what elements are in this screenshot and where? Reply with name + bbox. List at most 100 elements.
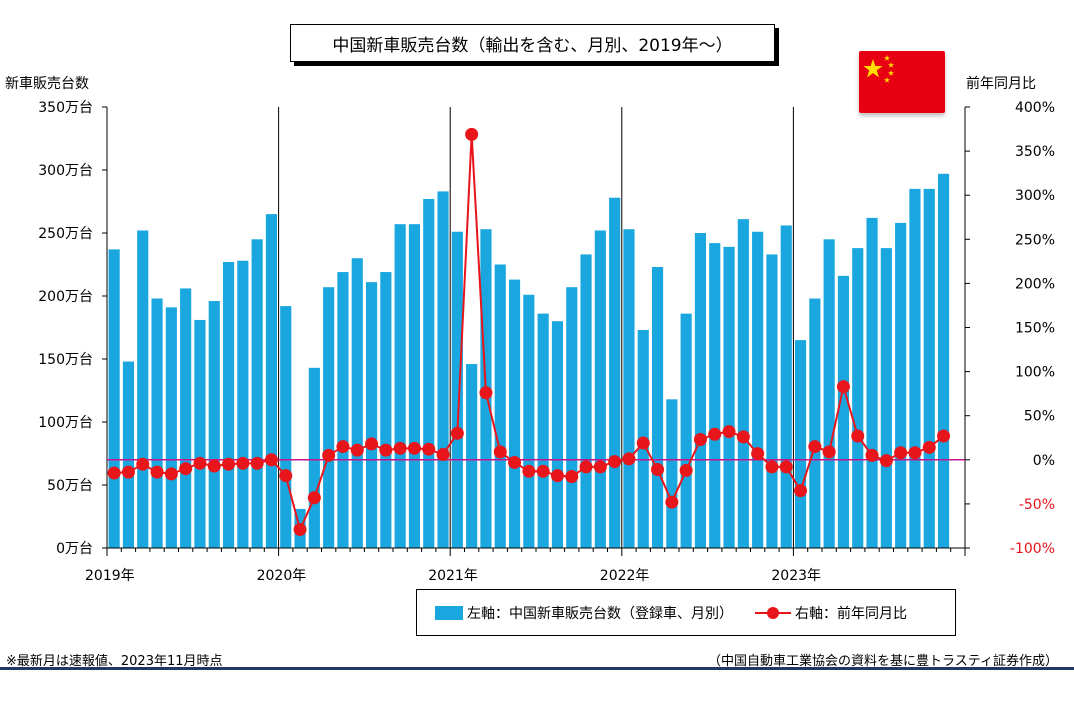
chart-title-text: 中国新車販売台数（輸出を含む、月別、2019年〜） (332, 35, 733, 56)
year-dividers (278, 107, 794, 548)
yoy-point (508, 455, 522, 469)
right-tick-label: 400% (1015, 100, 1055, 116)
yoy-point (479, 386, 493, 400)
bar (766, 254, 778, 549)
bar (265, 214, 278, 548)
yoy-point (865, 448, 879, 462)
bar (323, 287, 335, 548)
right-tick-label: 200% (1015, 276, 1055, 292)
left-axis-title: 新車販売台数 (5, 76, 89, 92)
bar (937, 173, 950, 548)
yoy-point (751, 447, 765, 461)
right-tick-label: 0% (1033, 453, 1055, 469)
yoy-point (407, 441, 421, 455)
bar (237, 260, 249, 548)
yoy-point (322, 448, 336, 462)
yoy-point (908, 446, 922, 460)
bar (551, 321, 564, 548)
yoy-point (536, 464, 550, 478)
bar (823, 239, 835, 549)
bar (151, 298, 163, 548)
bar (365, 282, 378, 548)
bar (694, 233, 707, 548)
yoy-point (393, 441, 407, 455)
yoy-point (107, 466, 121, 480)
yoy-point (922, 440, 936, 454)
yoy-point (450, 426, 464, 440)
yoy-point (894, 446, 908, 460)
yoy-point (808, 440, 822, 454)
bar (451, 231, 463, 549)
yoy-point (307, 491, 321, 505)
bar (780, 225, 792, 548)
bar (594, 230, 606, 549)
yoy-point (522, 464, 536, 478)
bar (180, 288, 192, 548)
bar (709, 243, 721, 548)
sales-chart: 0万台 50万台 100万台 150万台 200万台 250万台 300万台 350万台 -10… (38, 100, 1055, 584)
yoy-point (550, 469, 564, 483)
yoy-point (179, 462, 193, 476)
bar (194, 319, 206, 548)
yoy-point (608, 455, 622, 469)
yoy-point (579, 460, 593, 474)
bar (580, 254, 592, 549)
yoy-point (937, 429, 951, 443)
bar (680, 313, 692, 548)
tick-labels-layer: 0万台 50万台 100万台 150万台 200万台 250万台 300万台 350万台 -10… (38, 100, 1055, 584)
bar (566, 287, 578, 548)
yoy-point (679, 463, 693, 477)
yoy-point (436, 448, 450, 462)
yoy-point (465, 127, 479, 141)
right-tick-label: 350% (1015, 144, 1055, 160)
bar (866, 217, 878, 548)
bar (408, 224, 421, 548)
bar (923, 188, 935, 548)
bar (609, 197, 621, 548)
yoy-point (150, 465, 164, 479)
yoy-point (236, 456, 250, 470)
bar (523, 294, 535, 548)
bar (337, 272, 349, 548)
left-tick-label: 350万台 (38, 100, 93, 116)
line-marker-swatch (755, 606, 791, 619)
bar (508, 279, 521, 548)
right-tick-label: -100% (1010, 541, 1055, 557)
yoy-point (193, 456, 207, 470)
china-flag-icon (859, 51, 945, 113)
bar (837, 275, 850, 548)
yoy-point (422, 442, 436, 456)
bottom-rule (0, 667, 1074, 670)
yoy-point (493, 445, 507, 459)
bar (651, 267, 664, 548)
bar (895, 222, 907, 549)
small-star (888, 70, 894, 76)
bar (351, 258, 363, 548)
right-tick-label: 250% (1015, 232, 1055, 248)
bar (394, 224, 406, 548)
yoy-point (350, 443, 364, 457)
yoy-point (636, 436, 650, 450)
right-tick-label: 50% (1024, 409, 1055, 425)
right-axis-title: 前年同月比 (966, 76, 1036, 92)
x-tick-label: 2019年 (85, 568, 135, 584)
bar (909, 188, 921, 548)
yoy-point (136, 457, 150, 471)
x-tick-label: 2021年 (428, 568, 478, 584)
bar (280, 306, 292, 548)
left-tick-label: 0万台 (56, 541, 93, 557)
legend-item-bars: 左軸：中国新車販売台数（登録車、月別） (435, 603, 733, 623)
left-tick-label: 50万台 (47, 478, 93, 494)
legend-item-line: 右軸：前年同月比 (755, 603, 907, 623)
yoy-point (279, 469, 293, 483)
bar (752, 231, 764, 549)
right-tick-label: 100% (1015, 365, 1055, 381)
bar (165, 307, 177, 548)
yoy-point (379, 443, 393, 457)
bar (308, 367, 320, 548)
yoy-point (164, 467, 178, 481)
yoy-point (250, 456, 264, 470)
x-tick-label: 2020年 (257, 568, 307, 584)
chart-title: 中国新車販売台数（輸出を含む、月別、2019年〜） (290, 24, 775, 62)
bar (437, 191, 449, 549)
